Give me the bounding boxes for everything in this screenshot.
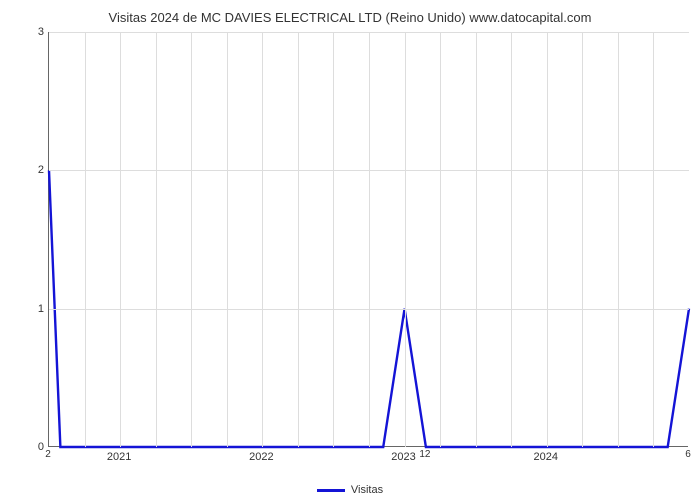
grid-vertical — [120, 32, 121, 447]
x-tick-label: 2022 — [249, 451, 273, 463]
chart-title: Visitas 2024 de MC DAVIES ELECTRICAL LTD… — [0, 10, 700, 25]
x-tick-label: 2023 — [391, 451, 415, 463]
plot-area — [48, 32, 688, 447]
legend-label: Visitas — [351, 484, 383, 496]
data-point-label: 2 — [45, 449, 51, 460]
grid-vertical — [582, 32, 583, 447]
grid-vertical — [547, 32, 548, 447]
y-tick-label: 1 — [8, 303, 44, 315]
grid-vertical — [476, 32, 477, 447]
grid-vertical — [227, 32, 228, 447]
grid-vertical — [440, 32, 441, 447]
grid-vertical — [511, 32, 512, 447]
x-tick-label: 2024 — [534, 451, 558, 463]
grid-vertical — [333, 32, 334, 447]
y-tick-label: 2 — [8, 164, 44, 176]
grid-vertical — [191, 32, 192, 447]
chart-container: Visitas 2024 de MC DAVIES ELECTRICAL LTD… — [0, 10, 700, 500]
grid-vertical — [653, 32, 654, 447]
grid-vertical — [298, 32, 299, 447]
grid-vertical — [85, 32, 86, 447]
grid-vertical — [262, 32, 263, 447]
data-point-label: 6 — [685, 449, 691, 460]
data-point-label: 12 — [419, 449, 430, 460]
legend: Visitas — [0, 484, 700, 496]
grid-vertical — [405, 32, 406, 447]
y-tick-label: 3 — [8, 26, 44, 38]
x-tick-label: 2021 — [107, 451, 131, 463]
grid-vertical — [369, 32, 370, 447]
legend-swatch — [317, 489, 345, 492]
y-tick-label: 0 — [8, 441, 44, 453]
grid-vertical — [618, 32, 619, 447]
grid-vertical — [156, 32, 157, 447]
